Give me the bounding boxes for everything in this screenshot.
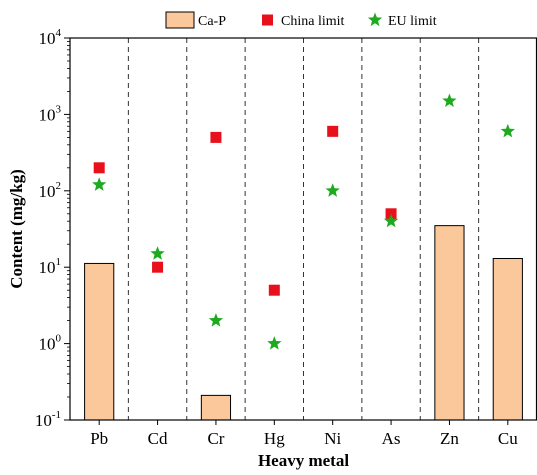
eu-limit-marker-cd bbox=[150, 246, 164, 260]
y-tick-base: 10 bbox=[35, 411, 52, 430]
china-limit-marker-hg bbox=[269, 285, 280, 296]
x-axis-title: Heavy metal bbox=[258, 451, 349, 470]
x-tick-label-hg: Hg bbox=[264, 429, 285, 448]
y-tick-base: 10 bbox=[39, 105, 56, 124]
x-tick-label-cr: Cr bbox=[207, 429, 224, 448]
eu-limit-marker-cu bbox=[501, 124, 515, 138]
bar-cu bbox=[493, 258, 522, 420]
x-tick-label-ni: Ni bbox=[324, 429, 341, 448]
bar-zn bbox=[435, 226, 464, 420]
china-limit-marker-cr bbox=[210, 132, 221, 143]
y-tick-base: 10 bbox=[39, 258, 56, 277]
bar-cr bbox=[201, 395, 230, 420]
legend-swatch-china-limit bbox=[262, 15, 273, 26]
y-tick-label: 102 bbox=[39, 180, 62, 201]
y-tick-exponent: 3 bbox=[56, 103, 62, 115]
legend-label-china-limit: China limit bbox=[281, 14, 345, 29]
y-tick-exponent: -1 bbox=[52, 409, 61, 421]
china-limit-marker-ni bbox=[327, 126, 338, 137]
y-tick-exponent: 4 bbox=[56, 27, 62, 39]
y-tick-label: 104 bbox=[39, 27, 62, 48]
x-tick-label-cu: Cu bbox=[498, 429, 518, 448]
legend-label-ca-p: Ca-P bbox=[198, 14, 226, 29]
legend-label-eu-limit: EU limit bbox=[388, 14, 437, 29]
y-tick-exponent: 2 bbox=[56, 180, 62, 192]
y-axis-title: Content (mg/kg) bbox=[7, 169, 26, 288]
y-tick-label: 100 bbox=[39, 333, 62, 354]
y-tick-base: 10 bbox=[39, 29, 56, 48]
y-tick-base: 10 bbox=[39, 335, 56, 354]
y-tick-label: 101 bbox=[39, 256, 62, 277]
x-tick-label-as: As bbox=[382, 429, 401, 448]
eu-limit-marker-hg bbox=[267, 336, 281, 350]
y-tick-exponent: 0 bbox=[56, 333, 62, 345]
china-limit-marker-pb bbox=[94, 162, 105, 173]
x-tick-label-cd: Cd bbox=[148, 429, 168, 448]
eu-limit-marker-ni bbox=[326, 183, 340, 197]
eu-limit-marker-cr bbox=[209, 313, 223, 327]
y-tick-label: 103 bbox=[39, 103, 62, 124]
legend-swatch-eu-limit bbox=[368, 13, 382, 27]
eu-limit-marker-zn bbox=[442, 93, 456, 107]
y-tick-label: 10-1 bbox=[35, 409, 61, 430]
y-tick-exponent: 1 bbox=[56, 256, 62, 268]
china-limit-marker-cd bbox=[152, 262, 163, 273]
x-tick-label-pb: Pb bbox=[90, 429, 108, 448]
eu-limit-marker-pb bbox=[92, 177, 106, 191]
legend-swatch-ca-p bbox=[166, 12, 194, 28]
y-tick-base: 10 bbox=[39, 182, 56, 201]
bar-pb bbox=[85, 263, 114, 420]
x-tick-label-zn: Zn bbox=[440, 429, 459, 448]
